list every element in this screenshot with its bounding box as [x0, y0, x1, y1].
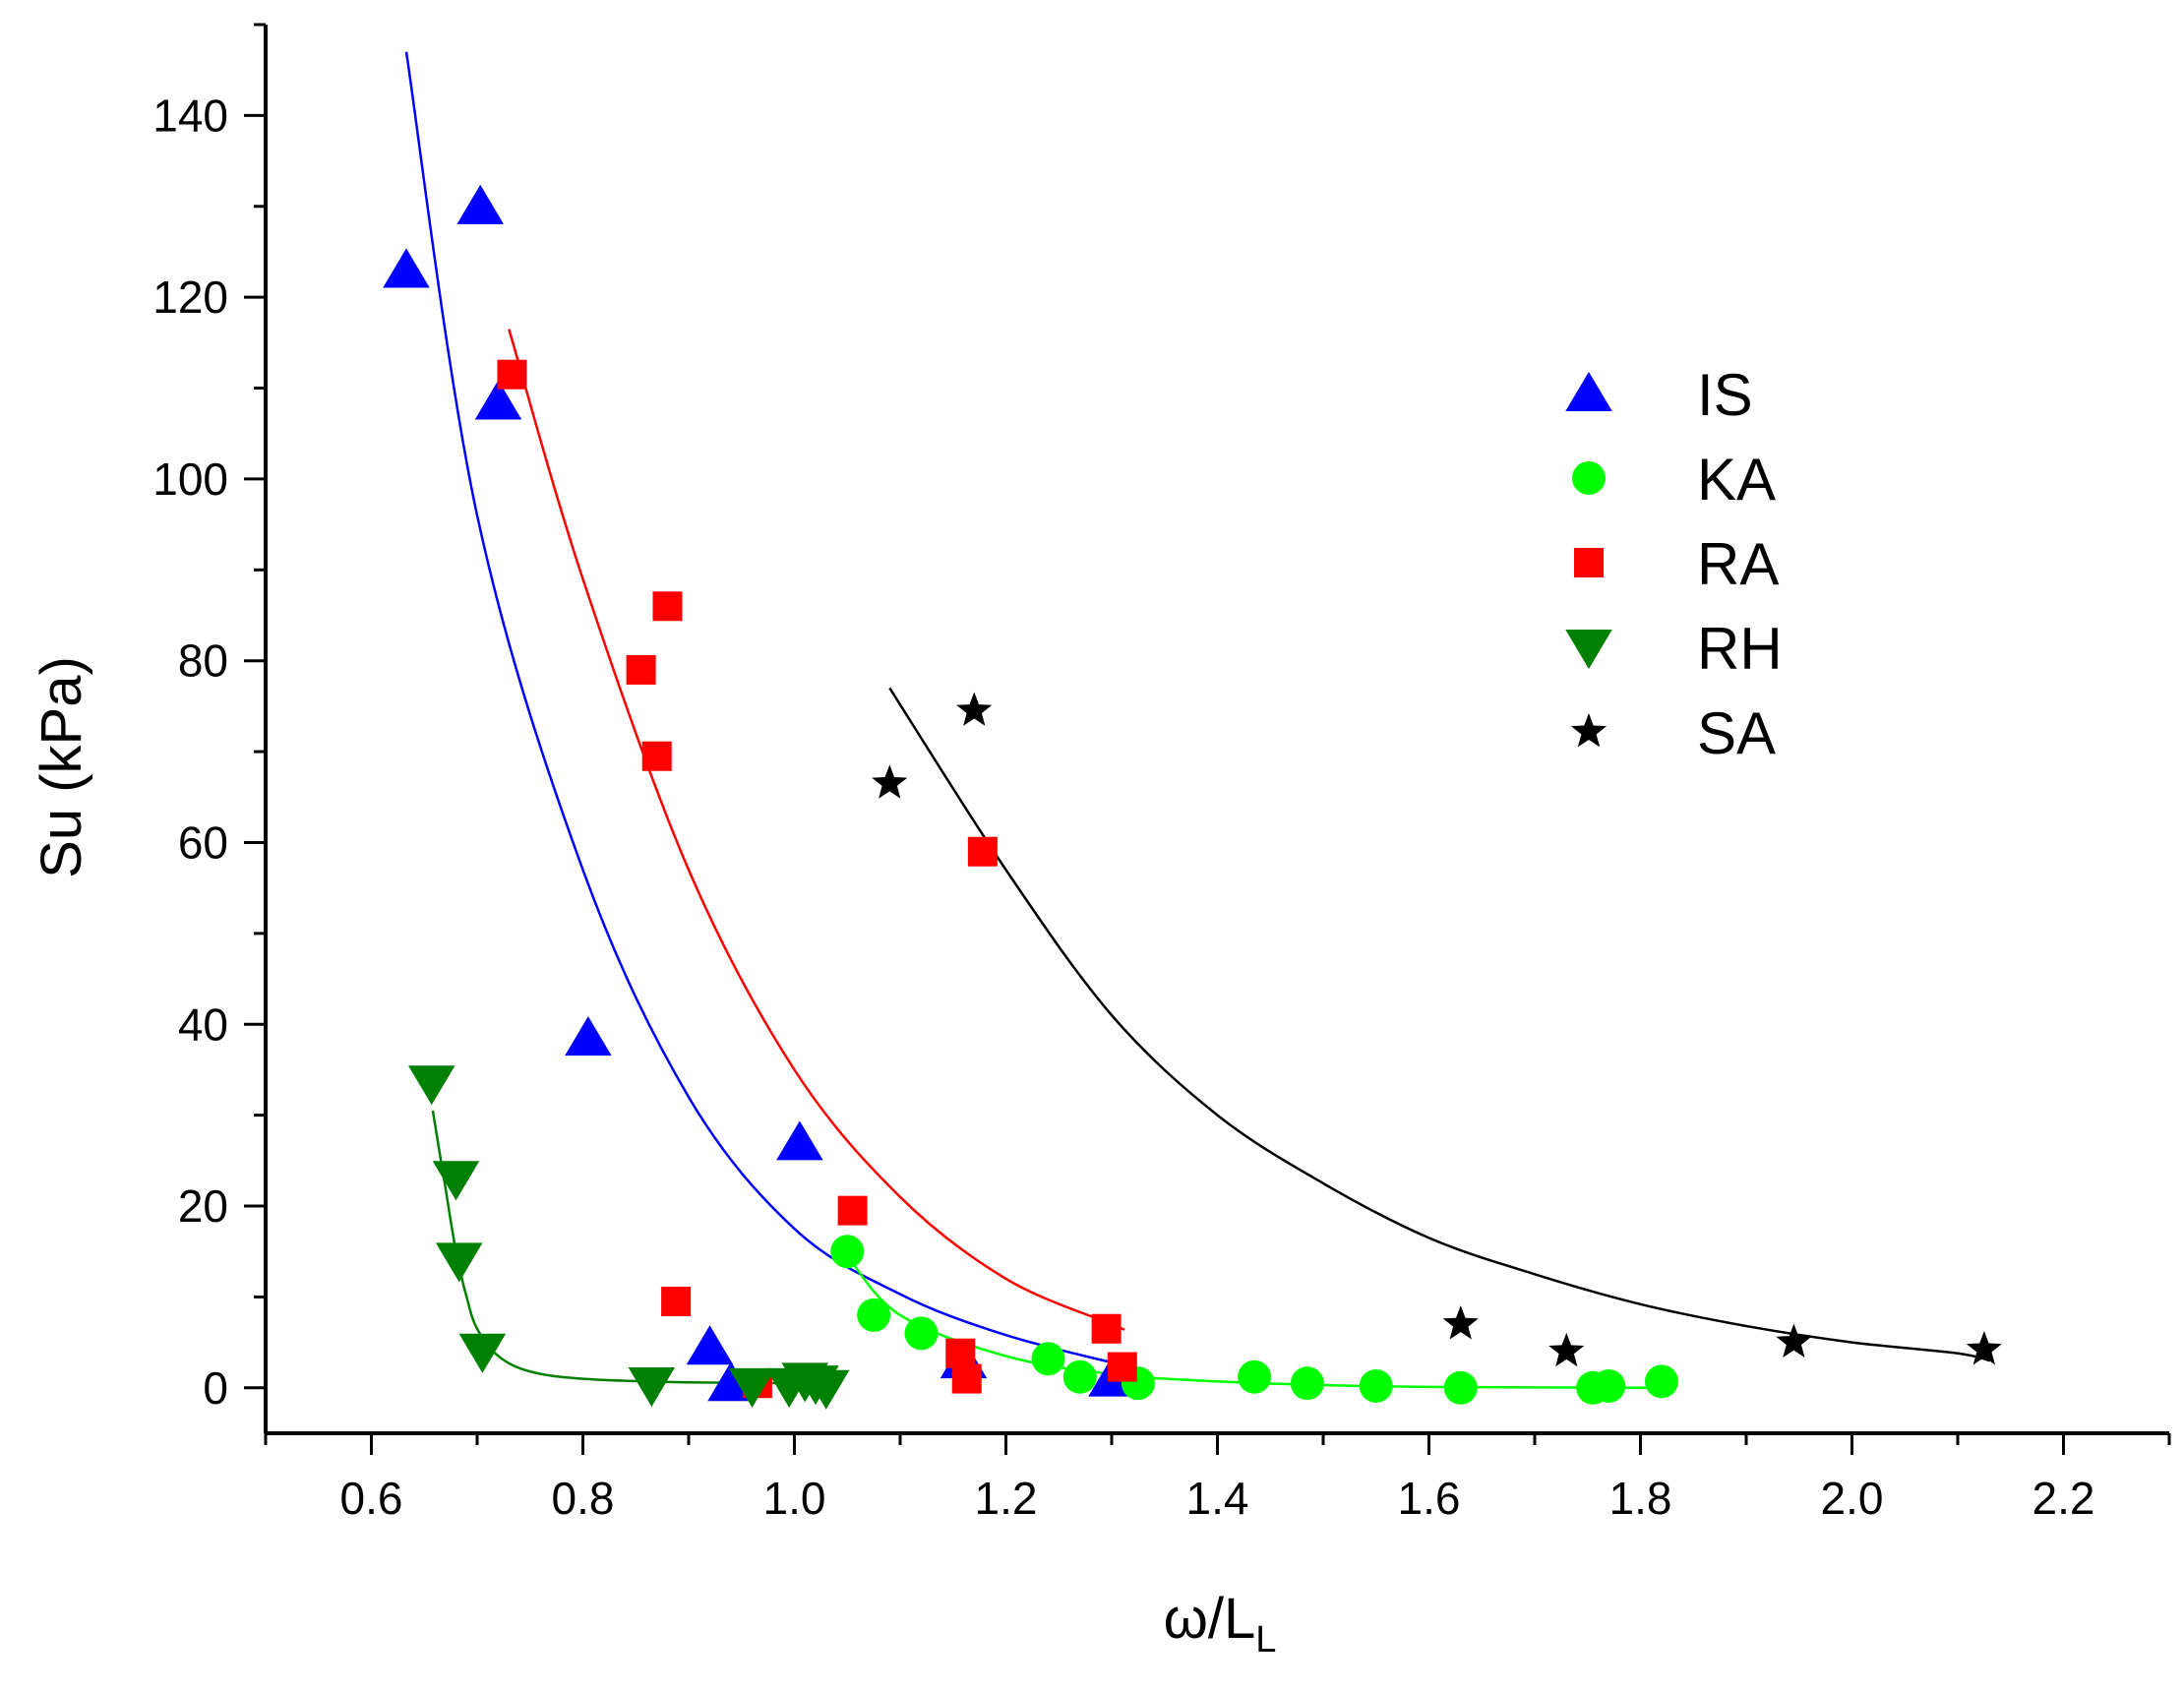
x-tick-label: 1.6 [1398, 1473, 1461, 1524]
point-sa [872, 764, 908, 799]
fit-line-sa [888, 687, 1990, 1362]
fit-line-is [404, 51, 1123, 1366]
point-is [383, 248, 430, 288]
point-is [474, 380, 522, 420]
point-ka [1238, 1359, 1272, 1394]
y-tick-label: 80 [178, 635, 228, 687]
x-axis-title-subscript: L [1255, 1619, 1276, 1661]
y-tick-label: 140 [152, 90, 228, 141]
point-sa [1548, 1332, 1585, 1367]
legend-label-ra: RA [1697, 531, 1779, 597]
x-tick-label: 0.6 [340, 1473, 403, 1524]
point-ra [1091, 1313, 1122, 1344]
x-axis-title-main: ω/L [1164, 1587, 1256, 1651]
point-is [456, 184, 504, 224]
point-ka [830, 1235, 865, 1269]
x-tick-label: 1.2 [975, 1473, 1038, 1524]
legend-marker-ka [1572, 461, 1606, 495]
point-sa [956, 692, 993, 726]
point-ra [497, 359, 527, 390]
point-ra [661, 1287, 692, 1317]
x-tick-label: 2.0 [1821, 1473, 1884, 1524]
legend-marker-sa [1570, 713, 1608, 748]
point-ka [1443, 1370, 1478, 1405]
y-tick-label: 40 [178, 998, 228, 1050]
point-is [686, 1325, 734, 1365]
y-tick-label: 100 [152, 453, 228, 505]
point-rh [728, 1367, 776, 1408]
point-ra [837, 1195, 868, 1226]
point-ka [904, 1316, 939, 1351]
point-rh [802, 1369, 850, 1410]
data-markers [383, 184, 2002, 1410]
y-tick-label: 20 [178, 1180, 228, 1232]
point-sa [1442, 1305, 1479, 1340]
x-tick-label: 1.4 [1186, 1473, 1249, 1524]
legend-label-is: IS [1697, 362, 1753, 428]
point-ka [1592, 1368, 1626, 1403]
point-ka [857, 1298, 891, 1332]
y-tick-label: 120 [152, 272, 228, 323]
point-rh [432, 1161, 480, 1201]
axes [244, 23, 2171, 1455]
x-tick-label: 1.8 [1609, 1473, 1672, 1524]
x-tick-label: 1.0 [763, 1473, 826, 1524]
point-ra [626, 654, 656, 685]
point-is [565, 1016, 612, 1057]
legend-label-ka: KA [1697, 447, 1776, 513]
point-rh [458, 1333, 507, 1373]
point-ka [1359, 1368, 1393, 1403]
point-rh [408, 1065, 455, 1106]
point-rh [628, 1366, 676, 1408]
y-tick-label: 0 [203, 1362, 228, 1414]
point-ra [652, 591, 683, 622]
point-ka [1290, 1366, 1324, 1401]
legend: IS KA RA RH SA [1565, 362, 1783, 766]
point-is [776, 1120, 823, 1161]
legend-marker-is [1565, 372, 1612, 412]
point-ka [1645, 1364, 1678, 1399]
point-sa [1776, 1323, 1812, 1358]
point-ra [967, 836, 998, 867]
legend-marker-rh [1565, 629, 1612, 669]
point-ka [1062, 1359, 1097, 1394]
tick-labels: 0.6 0.8 1.0 1.2 1.4 1.6 1.8 2.0 2.2 0 20 40 60 80 100 1… [152, 90, 2094, 1524]
y-axis-title: Su (kPa) [30, 656, 93, 878]
point-rh [435, 1242, 483, 1283]
legend-marker-ra [1574, 548, 1604, 577]
point-ra [1107, 1352, 1137, 1382]
point-ra [945, 1338, 976, 1368]
x-tick-label: 2.2 [2032, 1473, 2095, 1524]
point-ra [951, 1363, 982, 1394]
y-tick-label: 60 [178, 816, 228, 868]
point-ra [641, 741, 672, 771]
point-ka [1031, 1342, 1065, 1376]
legend-label-sa: SA [1697, 700, 1776, 766]
fit-line-ra [508, 329, 1125, 1331]
x-tick-label: 0.8 [552, 1473, 615, 1524]
x-axis-title: ω/LL [1164, 1587, 1277, 1661]
point-sa [1966, 1331, 2002, 1365]
legend-label-rh: RH [1697, 616, 1783, 682]
